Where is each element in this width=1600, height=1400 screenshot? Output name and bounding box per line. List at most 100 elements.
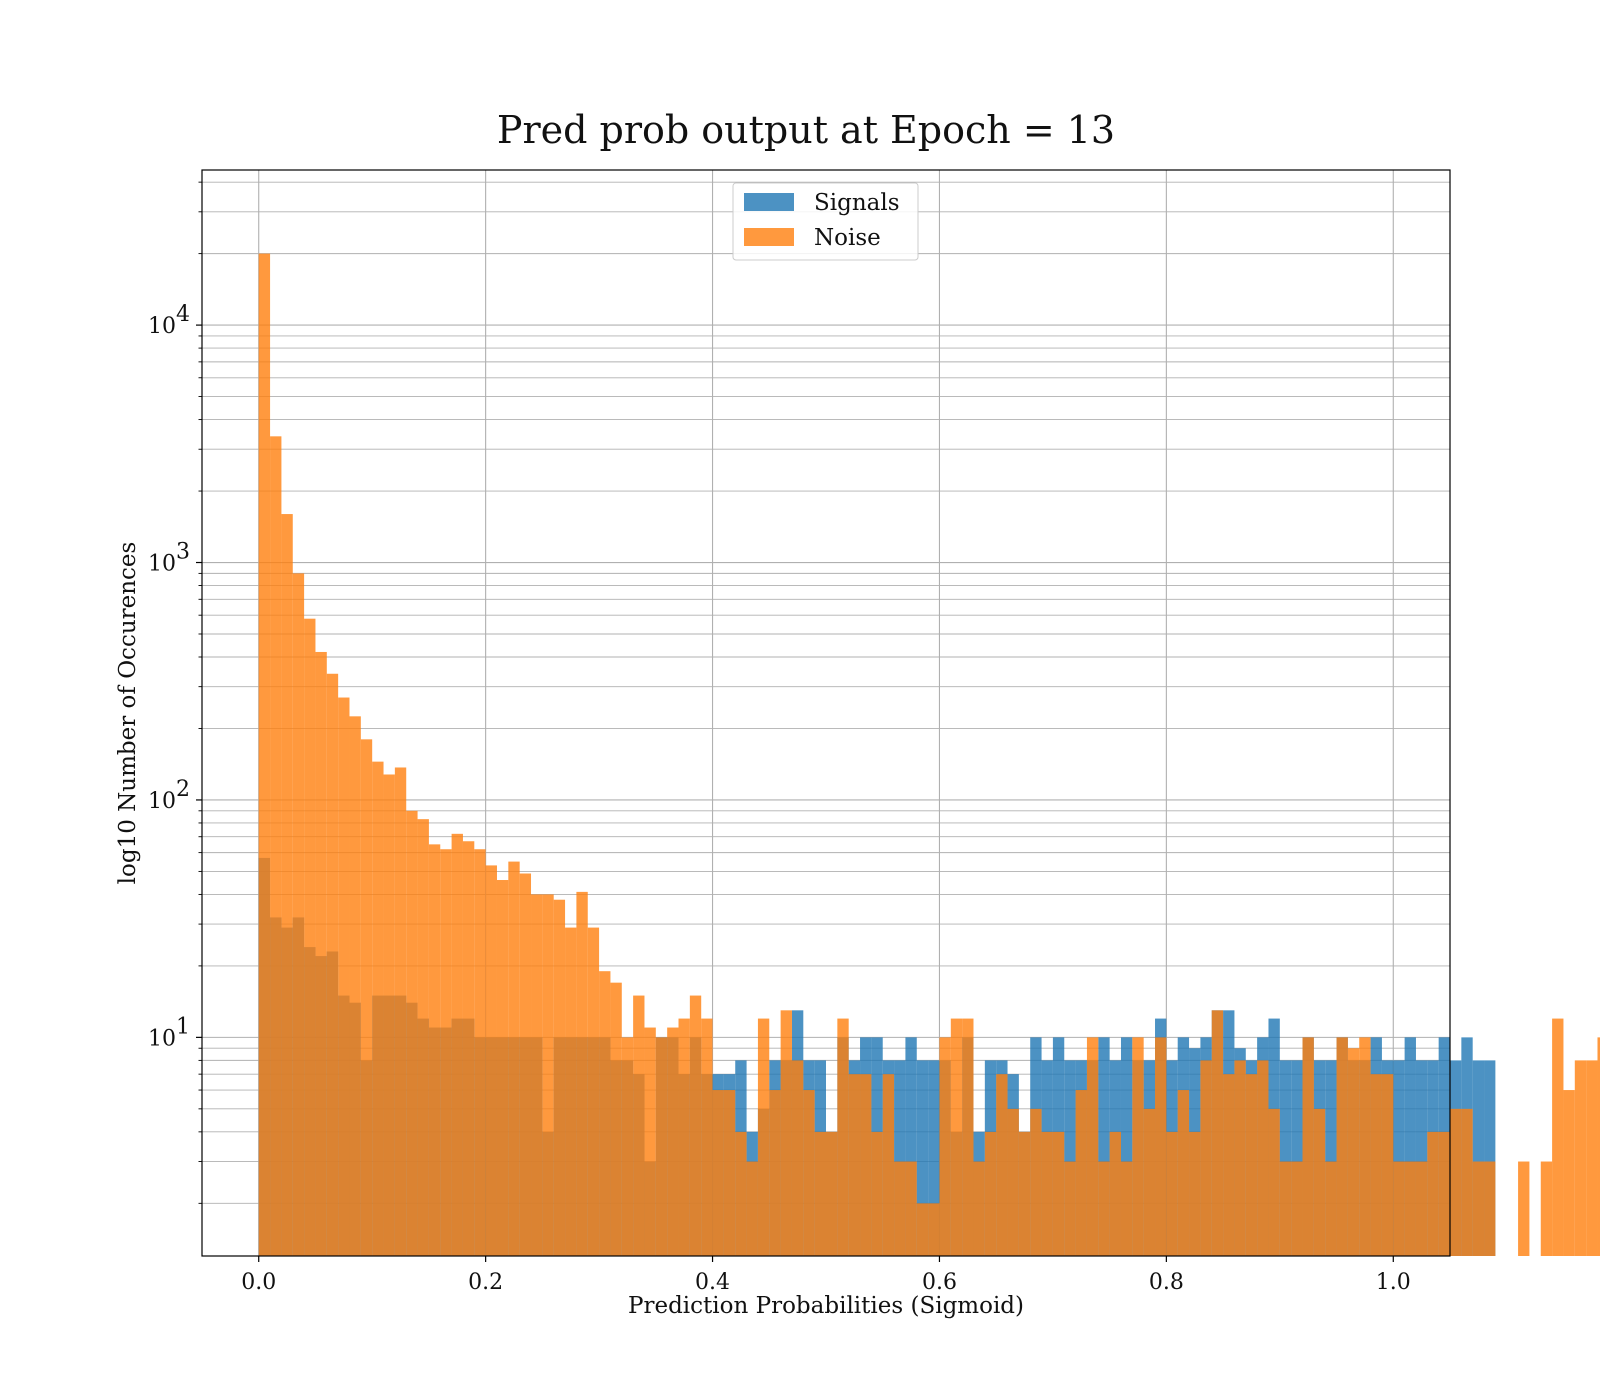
y-tick-label: 10 [148, 552, 176, 577]
legend-swatch-signals [744, 193, 794, 211]
bar-noise [496, 880, 509, 1256]
plot-frame [201, 169, 1451, 1257]
bar-noise [1540, 1161, 1553, 1256]
bar-signals [905, 1037, 917, 1256]
bar-noise [814, 1131, 826, 1256]
bar-noise [406, 810, 418, 1256]
bar-noise [1166, 1131, 1178, 1256]
bar-noise [1415, 1161, 1428, 1256]
x-tick-label: 0.8 [1149, 1270, 1184, 1295]
bar-noise [360, 739, 373, 1256]
x-tick-label: 0.2 [468, 1270, 503, 1295]
bar-noise [326, 673, 339, 1256]
x-axis-label: Prediction Probabilities (Sigmoid) [628, 1293, 1024, 1319]
bar-signals [1098, 1037, 1110, 1256]
bar-noise [485, 865, 497, 1256]
bar-noise [950, 1018, 963, 1256]
bar-noise [939, 1037, 951, 1256]
bar-noise [689, 995, 702, 1256]
bar-noise [1450, 1108, 1462, 1256]
bar-noise [1075, 1090, 1087, 1256]
bar-noise [644, 1027, 656, 1256]
bar-noise [1109, 1131, 1121, 1256]
bar-noise [1211, 1010, 1224, 1256]
bar-noise [531, 894, 543, 1256]
bar-noise [440, 849, 452, 1256]
y-tick-exponent: 1 [176, 1014, 190, 1039]
bar-noise [905, 1161, 917, 1256]
bar-noise [1030, 1108, 1042, 1256]
bar-signals [894, 1060, 906, 1256]
bar-noise [826, 1131, 838, 1256]
y-tick-label: 10 [148, 314, 176, 339]
bar-signals [1404, 1037, 1416, 1256]
chart-title: Pred prob output at Epoch = 13 [497, 108, 1115, 152]
bar-noise [1313, 1108, 1326, 1256]
bar-noise [780, 1010, 792, 1256]
legend-swatch-noise [744, 228, 794, 246]
legend-label-signals: Signals [814, 190, 900, 216]
bar-noise [712, 1090, 724, 1256]
bar-noise [882, 1074, 895, 1256]
bar-noise [769, 1090, 781, 1256]
bar-noise [553, 899, 566, 1256]
bar-noise [1552, 1018, 1564, 1256]
bar-noise [1484, 1161, 1496, 1256]
bar-noise [576, 891, 588, 1256]
x-ticks: 0.0 0.2 0.4 0.6 0.8 1.0 [241, 1256, 1411, 1295]
bar-noise [837, 1018, 849, 1256]
bar-noise [1347, 1048, 1360, 1256]
bar-noise [394, 767, 407, 1256]
bar-noise [474, 849, 486, 1256]
bar-noise [928, 1203, 940, 1256]
bar-noise [1404, 1161, 1416, 1256]
bar-signals [1325, 1060, 1337, 1256]
bar-signals [1415, 1060, 1428, 1256]
bar-noise [791, 1060, 804, 1256]
bar-noise [655, 1037, 668, 1256]
bar-noise [1472, 1161, 1485, 1256]
bar-noise [621, 1037, 634, 1256]
bar-noise [565, 927, 577, 1256]
bar-noise [962, 1018, 974, 1256]
bar-noise [519, 873, 532, 1256]
bar-noise [417, 819, 429, 1256]
bar-noise [258, 253, 271, 1257]
bar-noise [1586, 1060, 1598, 1256]
bar-noise [1155, 1037, 1167, 1256]
bar-noise [1381, 1074, 1394, 1256]
y-tick-exponent: 4 [176, 302, 190, 327]
bar-noise [599, 971, 611, 1256]
bar-noise [871, 1131, 883, 1256]
bar-noise [667, 1027, 679, 1256]
bar-noise [542, 894, 554, 1256]
legend: Signals Noise [732, 182, 919, 261]
bars-layer [258, 253, 1600, 1257]
bar-noise [735, 1131, 747, 1256]
bar-noise [757, 1018, 770, 1256]
bar-noise [270, 436, 282, 1256]
bar-noise [1279, 1161, 1292, 1256]
bar-noise [383, 774, 395, 1256]
bar-noise [1041, 1131, 1053, 1256]
x-tick-label: 0.6 [922, 1270, 957, 1295]
y-tick-label: 10 [148, 1026, 176, 1051]
x-tick-label: 0.0 [241, 1270, 276, 1295]
bar-noise [1393, 1161, 1405, 1256]
bar-signals [1472, 1060, 1485, 1256]
bar-noise [1143, 1108, 1156, 1256]
bar-noise [746, 1161, 758, 1256]
bar-noise [1359, 1037, 1371, 1256]
bar-noise [1189, 1131, 1201, 1256]
bar-noise [1268, 1108, 1280, 1256]
bar-noise [1245, 1074, 1258, 1256]
bar-noise [984, 1131, 997, 1256]
x-tick-label: 1.0 [1376, 1270, 1411, 1295]
bar-noise [451, 833, 463, 1256]
bar-noise [462, 841, 475, 1256]
bar-noise [1302, 1037, 1314, 1256]
y-tick-label: 10 [148, 789, 176, 814]
bar-noise [1120, 1161, 1133, 1256]
bar-signals [916, 1060, 929, 1256]
